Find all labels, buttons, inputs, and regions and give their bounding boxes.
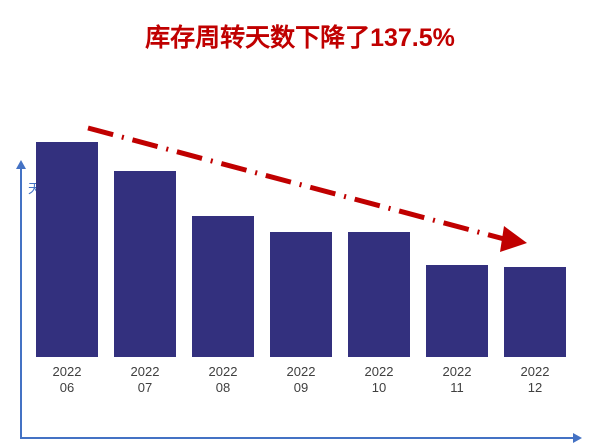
x-tick-3: 2022 09 (261, 364, 341, 396)
bar-4 (348, 232, 410, 357)
bar-5 (426, 265, 488, 357)
chart-title: 库存周转天数下降了137.5% (145, 24, 455, 52)
plot-area: 天 2022 06 2022 07 2022 08 2022 09 2022 (0, 80, 600, 443)
bar-6 (504, 267, 566, 357)
x-tick-3-month: 09 (293, 380, 309, 395)
y-axis-arrow-icon (16, 160, 26, 169)
x-tick-1-year: 2022 (130, 364, 160, 379)
bar-0 (36, 142, 98, 357)
bar-3 (270, 232, 332, 357)
bar-2 (192, 216, 254, 357)
x-tick-4-year: 2022 (364, 364, 394, 379)
bar-1 (114, 171, 176, 357)
x-tick-1: 2022 07 (105, 364, 185, 396)
chart-container: 库存周转天数下降了137.5% 天 2022 06 2022 07 2022 0… (0, 24, 600, 443)
x-tick-5-month: 11 (450, 380, 464, 395)
x-tick-2: 2022 08 (183, 364, 263, 396)
x-tick-0-month: 06 (59, 380, 75, 395)
x-tick-6-month: 12 (527, 380, 543, 395)
x-tick-1-month: 07 (137, 380, 153, 395)
x-tick-2-year: 2022 (208, 364, 238, 379)
x-tick-6: 2022 12 (495, 364, 575, 396)
x-axis-line (20, 437, 575, 439)
x-tick-0: 2022 06 (27, 364, 107, 396)
x-tick-5-year: 2022 (442, 364, 472, 379)
y-axis-line (20, 168, 22, 438)
x-tick-5: 2022 11 (417, 364, 497, 396)
x-tick-4-month: 10 (371, 380, 387, 395)
x-axis-arrow-icon (573, 433, 582, 443)
x-tick-0-year: 2022 (52, 364, 82, 379)
x-tick-6-year: 2022 (520, 364, 550, 379)
x-tick-4: 2022 10 (339, 364, 419, 396)
x-tick-3-year: 2022 (286, 364, 316, 379)
x-tick-2-month: 08 (215, 380, 231, 395)
